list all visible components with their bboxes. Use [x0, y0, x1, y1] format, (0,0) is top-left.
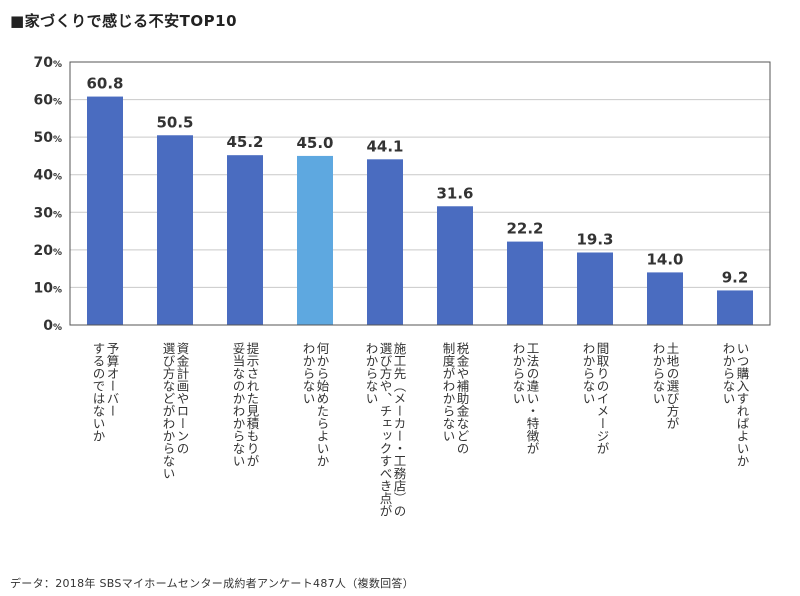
- y-tick-label: 20%: [33, 243, 62, 259]
- bar: [647, 272, 683, 325]
- category-label: わからない: [364, 342, 379, 405]
- value-label: 31.6: [436, 184, 473, 202]
- value-label: 14.0: [646, 250, 683, 268]
- bar: [507, 241, 543, 325]
- category-label: わからない: [301, 342, 316, 405]
- y-tick-label: 0%: [43, 318, 62, 334]
- category-label: 予算オーバー: [105, 342, 120, 417]
- bar: [227, 155, 263, 325]
- category-label: わからない: [581, 342, 596, 405]
- category-label: 税金や補助金などの: [455, 342, 470, 455]
- plot-frame: [69, 61, 771, 326]
- y-tick-label: 30%: [33, 205, 62, 221]
- category-label: 土地の選び方が: [665, 342, 680, 430]
- category-label: わからない: [651, 342, 666, 405]
- category-label: 施工先（メーカー・工務店）の: [392, 342, 407, 517]
- y-tick-label: 70%: [33, 55, 62, 71]
- category-label: 選び方などがわからない: [161, 342, 176, 480]
- category-label: いつ購入すればよいか: [735, 342, 750, 467]
- y-tick-label: 10%: [33, 280, 62, 296]
- value-label: 50.5: [156, 113, 193, 131]
- value-label: 45.2: [226, 133, 263, 151]
- bar: [717, 290, 753, 325]
- value-label: 60.8: [86, 75, 123, 93]
- value-label: 22.2: [506, 220, 543, 238]
- bar: [437, 206, 473, 325]
- bars: [87, 96, 753, 326]
- category-label: 制度がわからない: [441, 342, 456, 442]
- value-label: 45.0: [296, 134, 333, 152]
- chart-title: ■家づくりで感じる不安TOP10: [10, 12, 238, 30]
- category-label: わからない: [511, 342, 526, 405]
- data-source-note: データ：2018年 SBSマイホームセンター成約者アンケート487人（複数回答）: [10, 577, 415, 590]
- bar: [577, 252, 613, 325]
- bar: [297, 155, 333, 325]
- value-labels: 60.8 50.5 45.2 45.0 44.1 31.6 22.2 19.3 14.0 9.2: [86, 75, 748, 287]
- value-label: 44.1: [366, 137, 403, 155]
- category-label: 妥当なのかわからない: [231, 342, 246, 467]
- category-label: 間取りのイメージが: [595, 342, 610, 455]
- bar: [157, 135, 193, 325]
- y-tick-labels: 0% 10% 20% 30% 40% 50% 60% 70%: [33, 55, 62, 334]
- y-tick-label: 60%: [33, 93, 62, 109]
- category-label: 何から始めたらよいか: [315, 341, 330, 467]
- bar: [87, 96, 123, 326]
- y-tick-label: 40%: [33, 168, 62, 184]
- plot-border: [69, 61, 771, 326]
- category-label: わからない: [721, 342, 736, 405]
- value-label: 19.3: [576, 230, 613, 248]
- category-label: 資金計画やローンの: [175, 342, 190, 455]
- category-label: 選び方や、チェックすべき点が: [378, 342, 393, 517]
- category-label: するのではないか: [91, 342, 106, 442]
- bar: [367, 159, 403, 325]
- y-tick-label: 50%: [33, 130, 62, 146]
- value-label: 9.2: [722, 268, 749, 286]
- category-label: 工法の違い・特徴が: [525, 342, 540, 455]
- category-label: 提示された見積もりが: [245, 341, 260, 467]
